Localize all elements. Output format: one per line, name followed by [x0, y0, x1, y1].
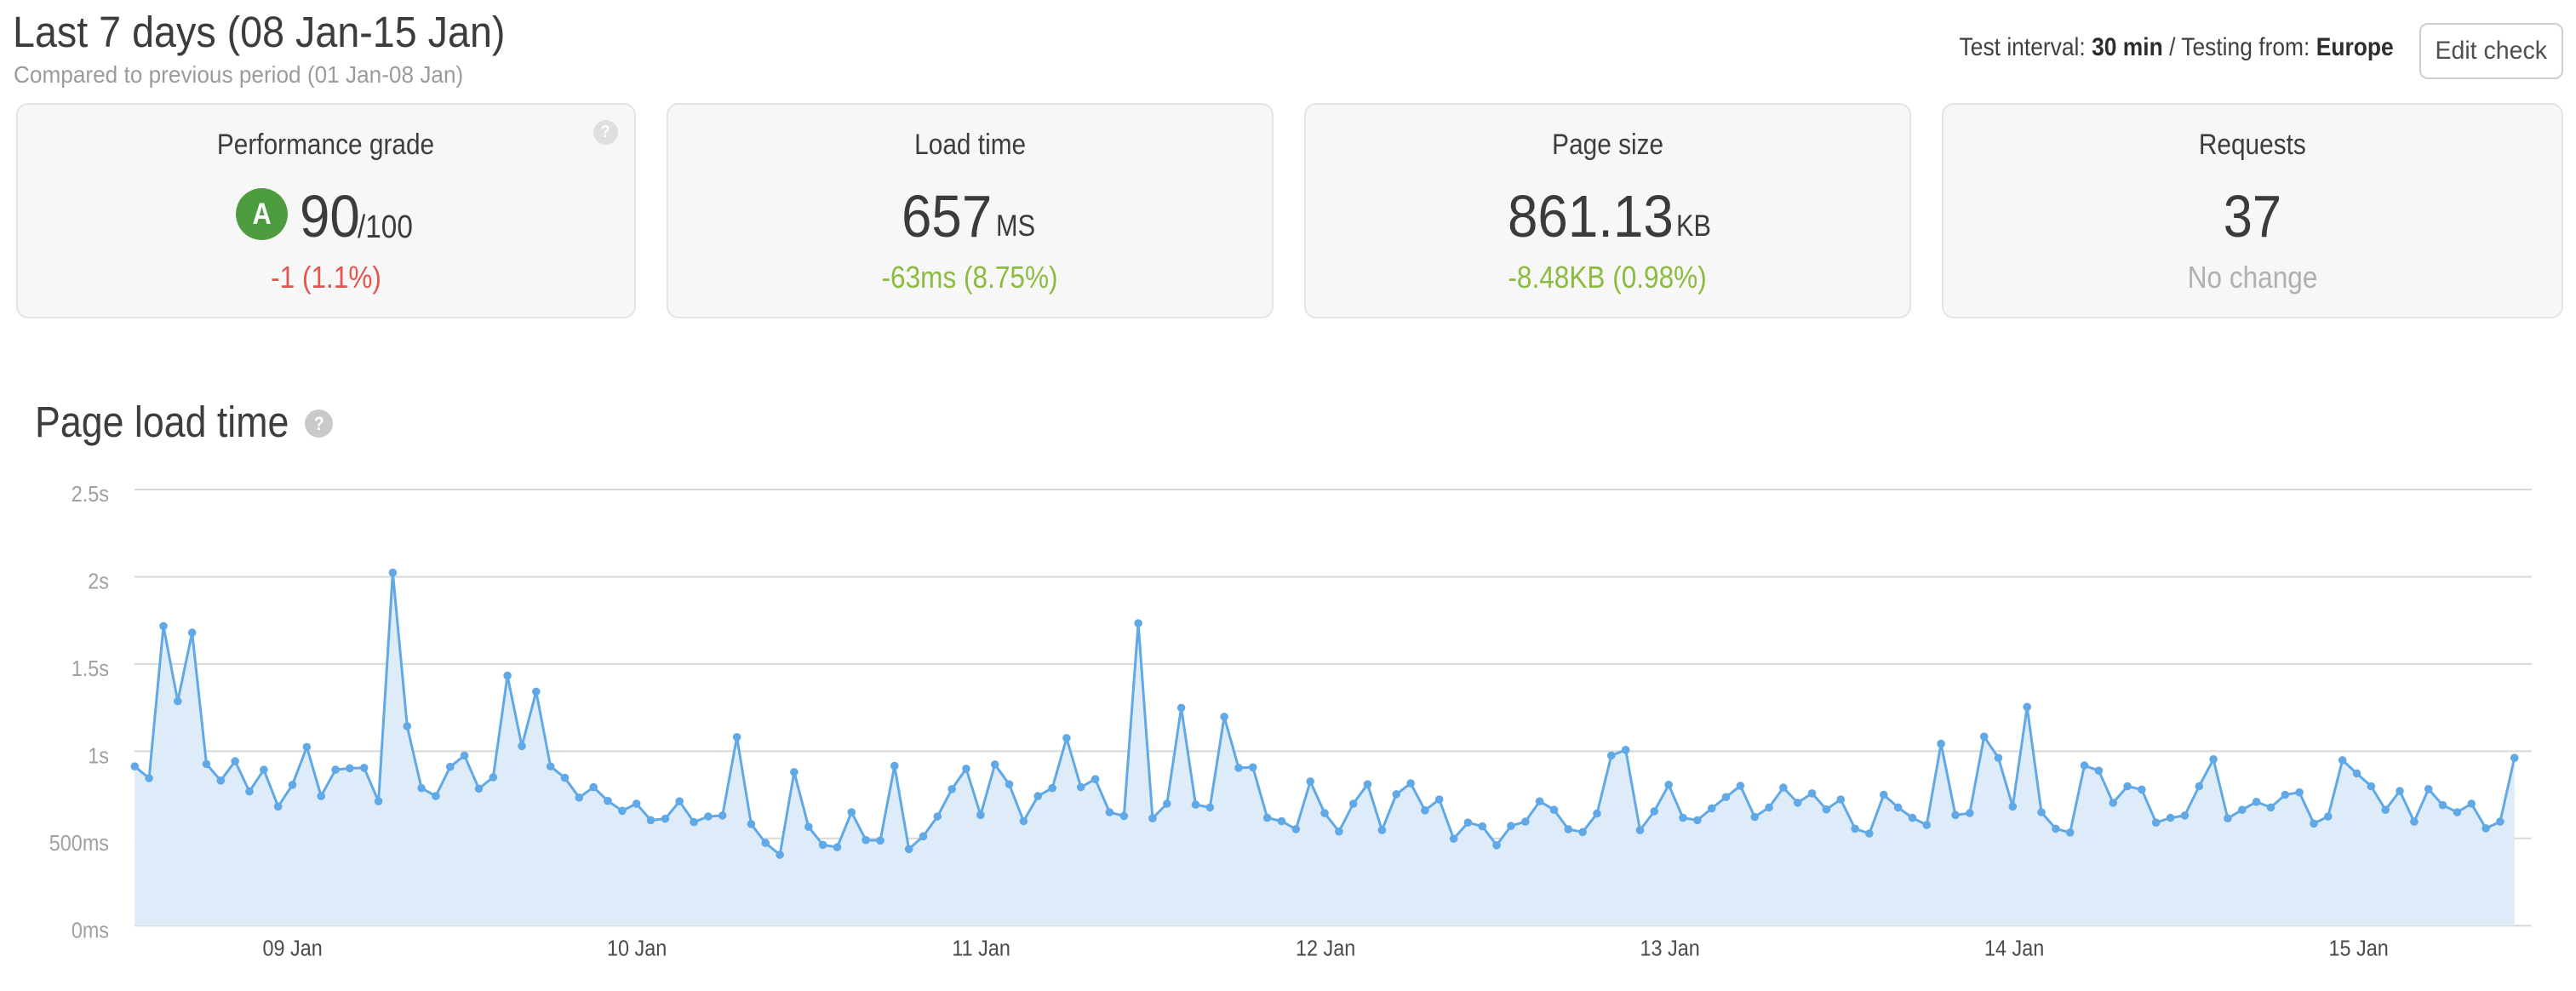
svg-text:2s: 2s [88, 570, 109, 593]
svg-text:14 Jan: 14 Jan [1984, 937, 2044, 960]
svg-text:1.5s: 1.5s [72, 657, 109, 681]
svg-text:1s: 1s [88, 744, 109, 768]
svg-text:12 Jan: 12 Jan [1296, 937, 1355, 960]
svg-text:13 Jan: 13 Jan [1640, 937, 1699, 960]
svg-text:10 Jan: 10 Jan [607, 937, 667, 960]
svg-text:15 Jan: 15 Jan [2328, 937, 2388, 960]
svg-text:0ms: 0ms [72, 919, 109, 942]
svg-text:500ms: 500ms [49, 832, 109, 856]
svg-text:11 Jan: 11 Jan [952, 937, 1010, 960]
svg-text:09 Jan: 09 Jan [262, 937, 322, 960]
svg-text:2.5s: 2.5s [72, 483, 109, 507]
